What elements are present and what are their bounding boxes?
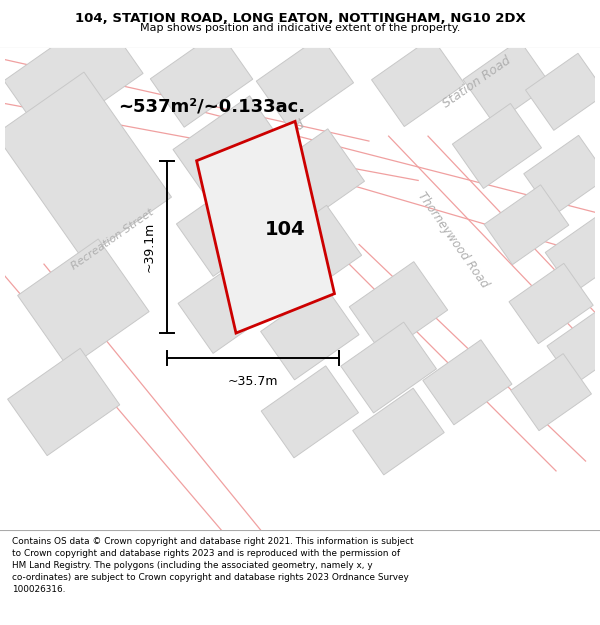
Text: ~35.7m: ~35.7m <box>228 376 278 388</box>
Polygon shape <box>526 53 600 131</box>
Text: 104: 104 <box>265 220 305 239</box>
Polygon shape <box>423 340 512 425</box>
Polygon shape <box>524 136 600 216</box>
Text: 104, STATION ROAD, LONG EATON, NOTTINGHAM, NG10 2DX: 104, STATION ROAD, LONG EATON, NOTTINGHA… <box>74 12 526 25</box>
Polygon shape <box>511 354 592 431</box>
Text: Map shows position and indicative extent of the property.: Map shows position and indicative extent… <box>140 23 460 33</box>
Polygon shape <box>452 104 542 189</box>
Polygon shape <box>353 388 444 475</box>
Polygon shape <box>261 366 358 458</box>
Polygon shape <box>173 96 289 206</box>
Polygon shape <box>255 129 365 232</box>
Polygon shape <box>151 31 253 127</box>
Polygon shape <box>0 72 172 259</box>
Polygon shape <box>178 254 284 353</box>
Text: Station Road: Station Road <box>234 118 307 174</box>
Polygon shape <box>371 38 465 126</box>
Polygon shape <box>260 286 359 380</box>
Text: Contains OS data © Crown copyright and database right 2021. This information is : Contains OS data © Crown copyright and d… <box>12 537 413 594</box>
Polygon shape <box>349 262 448 355</box>
Polygon shape <box>341 322 436 413</box>
Polygon shape <box>4 13 143 141</box>
Text: ~39.1m: ~39.1m <box>142 222 155 272</box>
Polygon shape <box>176 173 286 276</box>
Text: Station Road: Station Road <box>441 54 514 110</box>
Polygon shape <box>545 216 600 292</box>
Polygon shape <box>509 263 593 344</box>
Polygon shape <box>463 40 551 124</box>
Polygon shape <box>258 205 362 303</box>
Polygon shape <box>256 36 353 128</box>
Text: Thorneywood Road: Thorneywood Road <box>415 189 491 290</box>
Polygon shape <box>17 239 149 368</box>
Text: ~537m²/~0.133ac.: ~537m²/~0.133ac. <box>118 98 305 116</box>
Polygon shape <box>197 121 334 333</box>
Polygon shape <box>484 185 569 264</box>
Polygon shape <box>547 311 600 385</box>
Polygon shape <box>8 348 120 456</box>
Text: Recreation Street: Recreation Street <box>70 208 156 272</box>
